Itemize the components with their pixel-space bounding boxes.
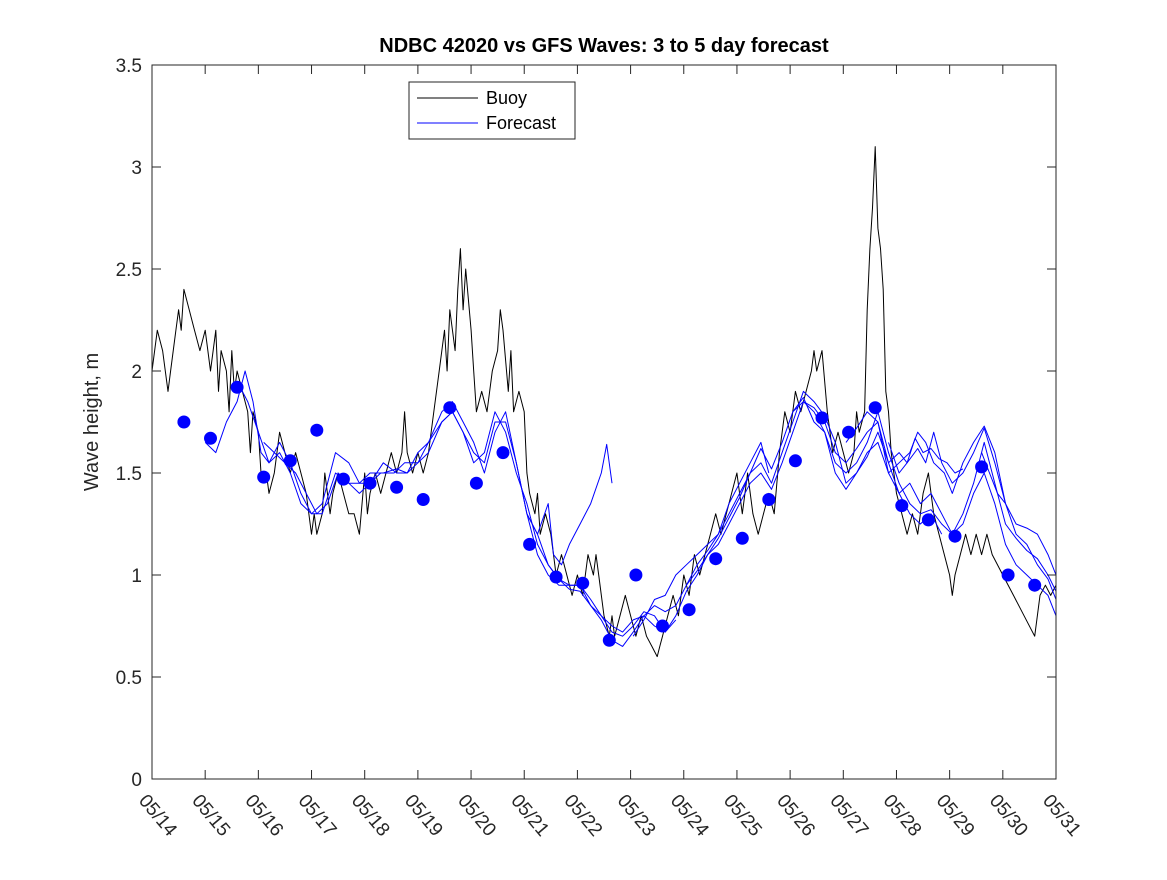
forecast-series-line-1	[204, 370, 581, 586]
y-tick-label: 3.5	[116, 56, 142, 77]
y-tick-label: 3	[131, 158, 142, 179]
forecast-marker-point	[496, 446, 510, 460]
forecast-series-line-6	[632, 390, 1057, 637]
forecast-marker-point	[762, 493, 776, 506]
forecast-series-line-3	[263, 411, 677, 633]
forecast-series-line-9	[845, 411, 1057, 600]
forecast-marker-point	[336, 472, 350, 486]
forecast-marker-point	[204, 431, 217, 445]
y-tick-label: 1	[131, 566, 142, 587]
forecast-marker-point	[815, 411, 829, 425]
forecast-marker-point	[1001, 568, 1015, 582]
forecast-marker-point	[283, 454, 297, 468]
forecast-series-line-10	[888, 437, 964, 474]
plot-content	[151, 146, 1057, 658]
legend: Buoy Forecast	[408, 81, 576, 140]
forecast-series-line-8	[792, 397, 1057, 616]
forecast-marker-point	[257, 470, 271, 484]
legend-box	[408, 81, 576, 140]
forecast-series-line-5	[579, 401, 943, 637]
forecast-marker-point	[895, 499, 909, 513]
y-tick-label: 2.5	[116, 260, 142, 281]
forecast-marker-point	[363, 476, 377, 490]
forecast-marker-point	[602, 633, 616, 647]
forecast-marker-point	[656, 619, 669, 633]
forecast-marker-point	[416, 493, 430, 506]
y-tick-label: 0	[131, 770, 142, 791]
y-tick-label: 0.5	[116, 668, 142, 689]
y-axis-label: Wave height, m	[81, 353, 103, 491]
forecast-marker-point	[443, 401, 457, 415]
chart-title: NDBC 42020 vs GFS Waves: 3 to 5 day fore…	[379, 35, 829, 57]
y-tick-label: 1.5	[116, 464, 142, 485]
legend-label-buoy: Buoy	[486, 88, 527, 108]
forecast-marker-point	[709, 552, 723, 566]
forecast-series-line-2	[236, 380, 613, 566]
forecast-marker-point	[629, 568, 643, 582]
forecast-marker-point	[230, 380, 244, 394]
forecast-marker-point	[735, 531, 749, 545]
forecast-marker-point	[788, 454, 802, 468]
forecast-marker-point	[576, 576, 590, 590]
forecast-marker-point	[842, 425, 856, 439]
legend-label-forecast: Forecast	[486, 113, 556, 133]
forecast-marker-point	[948, 529, 962, 543]
forecast-marker-point	[921, 513, 935, 527]
forecast-marker-point	[868, 401, 882, 415]
forecast-marker-point	[682, 603, 696, 617]
forecast-marker-point	[523, 537, 537, 551]
forecast-marker-point	[177, 415, 191, 429]
forecast-marker-point	[549, 570, 563, 584]
forecast-marker-point	[469, 476, 483, 490]
plot-frame	[151, 64, 1057, 780]
forecast-marker-point	[1028, 578, 1042, 592]
forecast-marker-point	[310, 423, 324, 437]
forecast-marker-point	[390, 480, 404, 494]
forecast-marker-point	[975, 460, 989, 474]
y-tick-label: 2	[131, 362, 142, 383]
